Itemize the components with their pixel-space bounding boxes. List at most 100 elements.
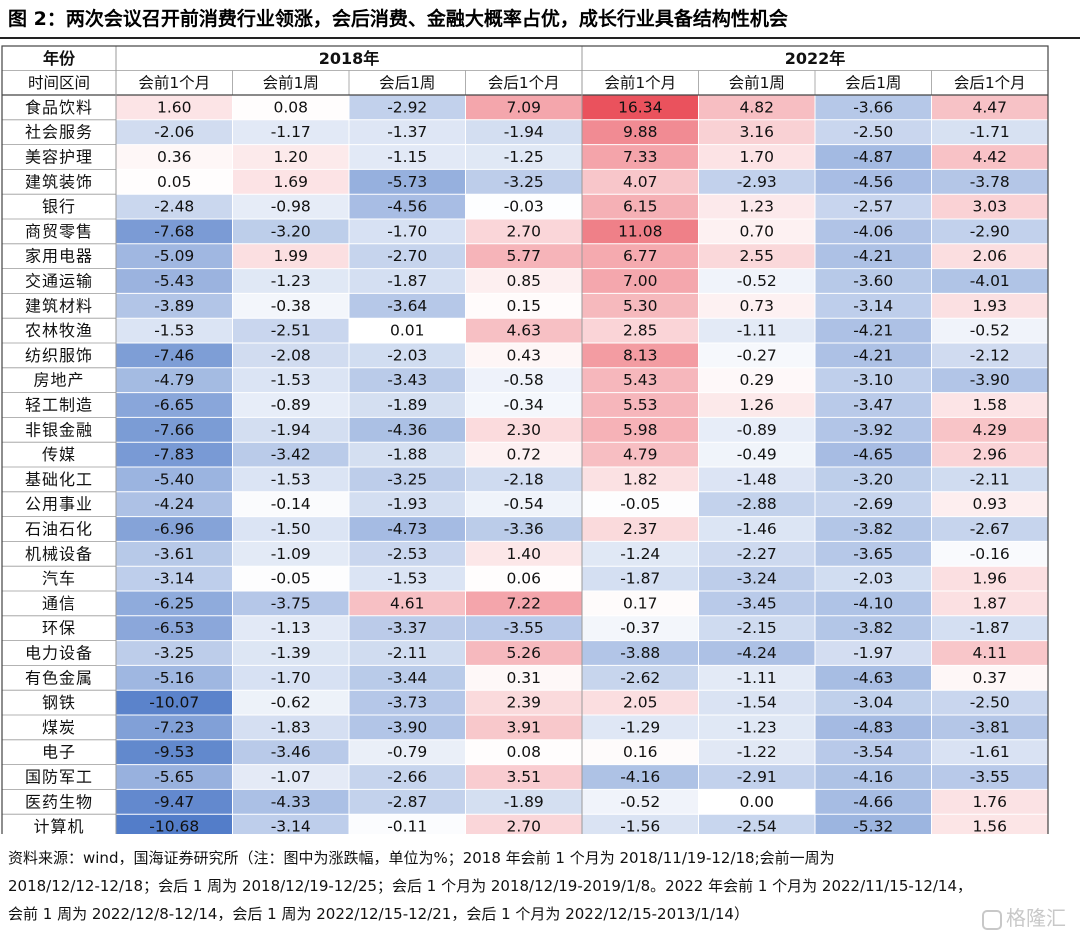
cell-value: 2.37	[623, 520, 658, 538]
heat-cell	[582, 467, 699, 492]
heat-cell	[232, 318, 349, 343]
heat-cell	[349, 392, 466, 418]
row-label: 交通运输	[25, 272, 93, 291]
heat-cell	[116, 591, 233, 616]
heat-cell	[232, 566, 349, 591]
cell-value: -1.89	[387, 396, 427, 414]
cell-value: -0.52	[970, 322, 1010, 340]
cell-value: -10.07	[149, 694, 199, 712]
heat-cell	[116, 516, 233, 542]
heat-cell	[232, 591, 349, 616]
heat-cell	[815, 516, 932, 542]
cell-value: -0.54	[504, 495, 544, 513]
cell-value: -1.53	[271, 470, 311, 488]
cell-value: -9.47	[154, 793, 194, 811]
heat-cell	[465, 541, 582, 567]
cell-value: -3.44	[387, 669, 427, 687]
cell-value: 4.63	[506, 322, 541, 340]
heat-cell	[582, 194, 699, 219]
cell-value: -3.88	[620, 644, 660, 662]
cell-value: 1.56	[972, 818, 1007, 834]
heat-cell	[582, 219, 699, 244]
heat-cell	[232, 491, 349, 517]
cell-value: 3.91	[506, 718, 541, 736]
cell-value: -2.90	[970, 222, 1010, 240]
heat-cell	[349, 442, 466, 467]
heat-cell	[349, 764, 466, 790]
cell-value: 0.29	[739, 371, 774, 389]
cell-value: -1.48	[737, 470, 777, 488]
cell-value: -2.11	[387, 644, 427, 662]
source-line-1: 资料来源：wind，国海证券研究所（注：图中为涨跌幅，单位为%；2018 年会前…	[8, 849, 835, 867]
cell-value: -0.16	[970, 545, 1010, 563]
cell-value: -3.54	[853, 743, 893, 761]
heat-cell	[698, 119, 815, 145]
heat-cell	[815, 814, 932, 834]
heat-cell	[349, 343, 466, 368]
cell-value: -1.46	[737, 520, 777, 538]
cell-value: 1.87	[972, 594, 1007, 612]
heat-cell	[815, 268, 932, 294]
heat-cell	[465, 640, 582, 666]
row-label: 家用电器	[25, 247, 93, 266]
cell-value: 0.93	[972, 495, 1007, 513]
cell-value: -1.25	[504, 148, 544, 166]
cell-value: -3.25	[387, 470, 427, 488]
cell-value: 9.88	[623, 123, 658, 141]
cell-value: -1.23	[737, 718, 777, 736]
cell-value: 2.70	[506, 222, 541, 240]
cell-value: 1.76	[972, 793, 1007, 811]
heat-cell	[232, 715, 349, 740]
cell-value: 0.43	[506, 346, 541, 364]
heat-cell	[116, 119, 233, 145]
heat-cell	[815, 243, 932, 269]
heat-cell	[465, 243, 582, 269]
cell-value: -5.09	[154, 247, 194, 265]
heat-cell	[815, 715, 932, 740]
cell-value: -3.20	[853, 470, 893, 488]
heat-cell	[698, 367, 815, 393]
cell-value: 4.42	[972, 148, 1007, 166]
heat-cell	[931, 541, 1048, 567]
heat-cell	[232, 144, 349, 170]
heat-cell	[582, 417, 699, 443]
cell-value: 4.82	[739, 98, 774, 116]
cell-value: 4.29	[972, 421, 1007, 439]
cell-value: -4.65	[853, 446, 893, 464]
heat-cell	[931, 715, 1048, 740]
cell-value: -0.89	[271, 396, 311, 414]
heat-cell	[815, 293, 932, 319]
cell-value: -1.94	[504, 123, 544, 141]
cell-value: -3.04	[853, 694, 893, 712]
cell-value: -1.94	[271, 421, 311, 439]
heat-cell	[931, 739, 1048, 765]
row-label-bg	[2, 367, 116, 393]
heat-cell	[349, 367, 466, 393]
heat-cell	[465, 219, 582, 244]
cell-value: 1.99	[273, 247, 308, 265]
cell-value: -4.16	[853, 768, 893, 786]
cell-value: 0.17	[623, 594, 658, 612]
heat-cell	[931, 343, 1048, 368]
heat-cell	[232, 194, 349, 219]
cell-value: -4.21	[853, 322, 893, 340]
cell-value: -2.08	[271, 346, 311, 364]
cell-value: -0.58	[504, 371, 544, 389]
heat-cell	[116, 442, 233, 467]
cell-value: 2.70	[506, 818, 541, 834]
cell-value: -1.09	[271, 545, 311, 563]
row-label: 国防军工	[25, 768, 93, 787]
heat-cell	[815, 491, 932, 517]
row-label-bg	[2, 591, 116, 616]
heat-cell	[116, 491, 233, 517]
heat-cell	[116, 169, 233, 195]
cell-value: -0.62	[271, 694, 311, 712]
heat-cell	[931, 615, 1048, 641]
heat-cell	[815, 615, 932, 641]
cell-value: 1.96	[972, 570, 1007, 588]
heat-cell	[582, 367, 699, 393]
cell-value: 4.11	[972, 644, 1007, 662]
cell-value: -4.36	[387, 421, 427, 439]
heat-cell	[815, 392, 932, 418]
cell-value: -2.67	[970, 520, 1010, 538]
